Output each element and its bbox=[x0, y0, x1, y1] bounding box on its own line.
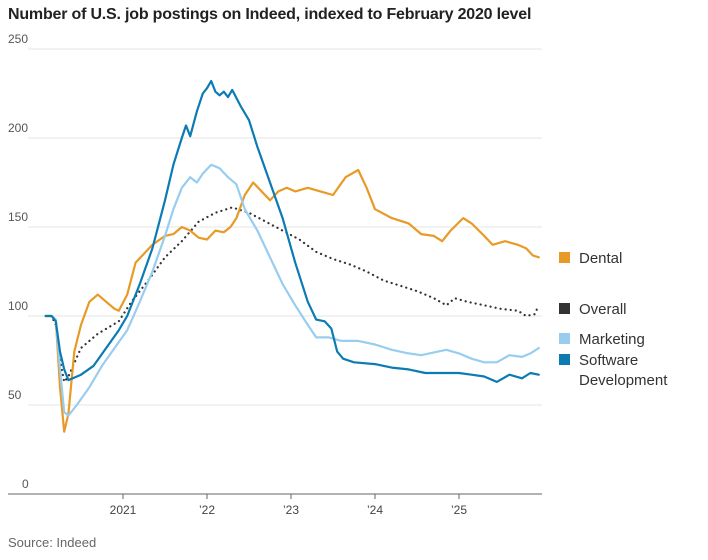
y-tick-label: 250 bbox=[8, 32, 28, 46]
legend-swatch-marketing bbox=[559, 333, 570, 344]
x-tick-label: ’22 bbox=[199, 503, 215, 517]
legend-swatch-dental bbox=[559, 252, 570, 263]
x-tick-label: 2021 bbox=[110, 503, 137, 517]
legend-swatch-overall bbox=[559, 303, 570, 314]
y-tick-label: 0 bbox=[22, 477, 29, 491]
series-line-dental bbox=[44, 168, 540, 433]
x-tick-label: ’23 bbox=[283, 503, 299, 517]
source-note: Source: Indeed bbox=[8, 535, 97, 550]
legend-label-software-development: Software bbox=[579, 352, 638, 369]
series-line-software-development bbox=[44, 79, 540, 383]
legend-swatch-software-development bbox=[559, 354, 570, 365]
x-tick-label: ’25 bbox=[451, 503, 467, 517]
x-tick-label: ’24 bbox=[367, 503, 383, 517]
series-line-marketing bbox=[44, 163, 540, 417]
series-lines bbox=[44, 79, 540, 433]
legend-label-dental: Dental bbox=[579, 250, 622, 267]
legend-label-marketing: Marketing bbox=[579, 331, 645, 348]
chart-title: Number of U.S. job postings on Indeed, i… bbox=[8, 6, 532, 23]
y-tick-label: 150 bbox=[8, 210, 28, 224]
y-tick-label: 100 bbox=[8, 299, 28, 313]
y-tick-label: 50 bbox=[8, 388, 22, 402]
y-tick-label: 200 bbox=[8, 121, 28, 135]
legend: Dental Overall Marketing Software Developmen… bbox=[559, 250, 668, 389]
y-axis-ticks: 0 50 100 150 200 250 bbox=[8, 32, 29, 491]
legend-label-overall: Overall bbox=[579, 301, 627, 318]
x-axis: 2021 ’22 ’23 ’24 ’25 bbox=[8, 493, 542, 517]
legend-label-software-development: Development bbox=[579, 372, 668, 389]
series-line-overall bbox=[44, 206, 540, 383]
